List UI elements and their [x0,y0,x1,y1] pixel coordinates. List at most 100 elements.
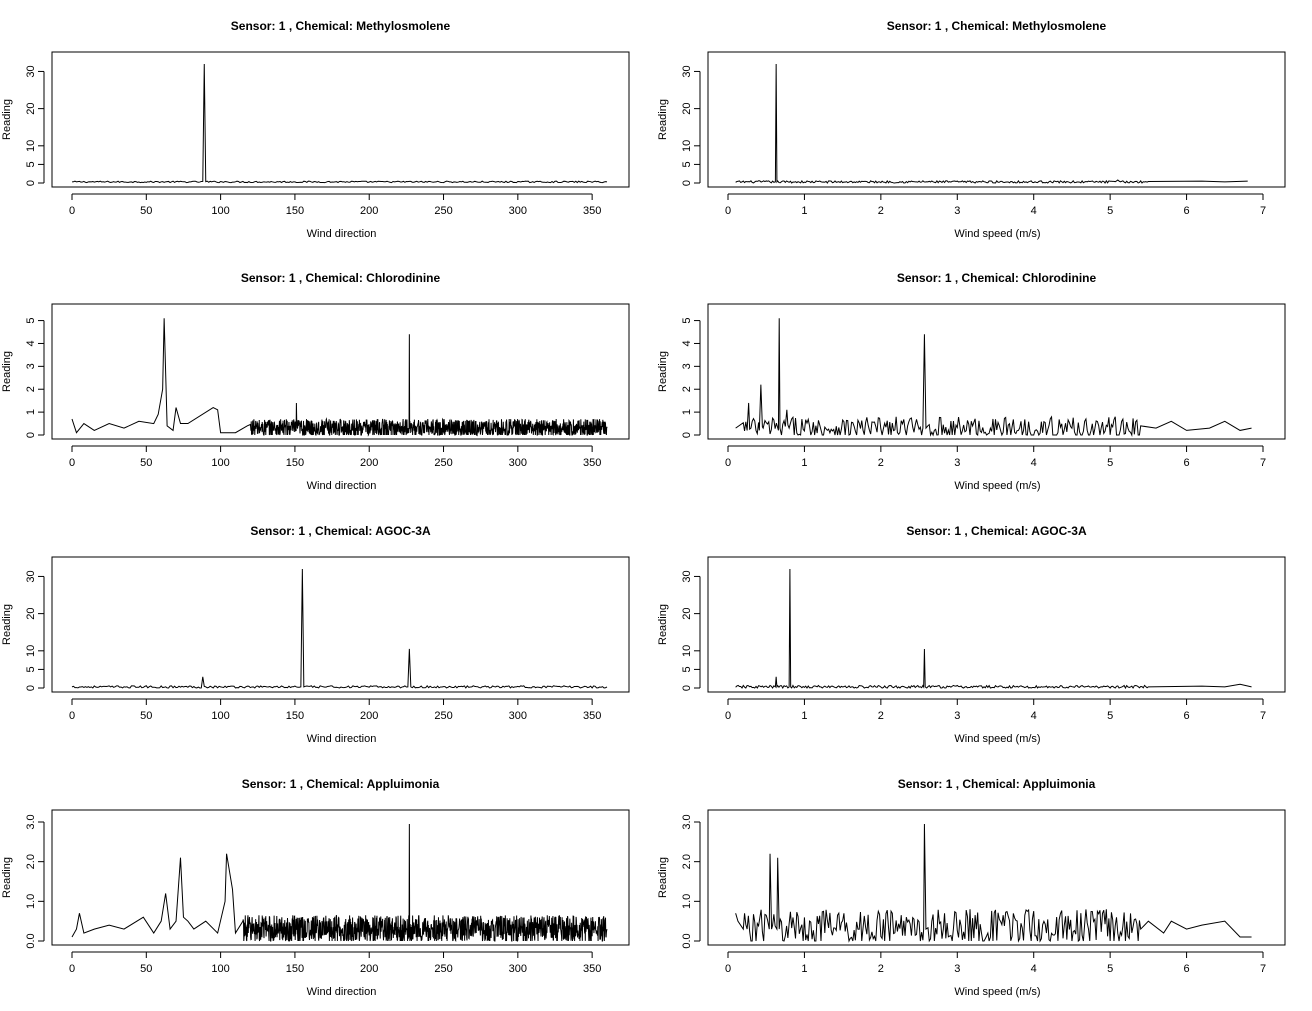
x-tick-label: 0 [725,457,731,469]
reading-series-line [71,318,608,437]
reading-series-line [71,823,608,943]
x-tick-label: 350 [583,710,601,722]
x-tick-label: 0 [69,963,75,975]
chart-title: Sensor: 1 , Chemical: AGOC-3A [250,524,431,538]
y-tick-label: 0.0 [25,933,37,948]
plot-frame [51,809,630,946]
x-axis-label: Wind speed (m/s) [954,228,1040,240]
x-tick-label: 50 [140,205,152,217]
x-tick-label: 7 [1260,205,1266,217]
x-tick-label: 200 [360,205,378,217]
x-axis-label: Wind direction [307,733,377,745]
x-tick-label: 2 [878,205,884,217]
y-tick-label: 30 [25,65,37,77]
x-tick-label: 200 [360,963,378,975]
x-axis-label: Wind direction [307,228,377,240]
chart-title: Sensor: 1 , Chemical: Chlorodinine [897,271,1097,285]
x-tick-label: 2 [878,710,884,722]
chart-title: Sensor: 1 , Chemical: Methylosmolene [887,19,1107,33]
x-tick-label: 100 [211,457,229,469]
y-tick-label: 30 [25,570,37,582]
y-tick-label: 5 [681,161,693,167]
x-tick-label: 100 [211,710,229,722]
y-tick-label: 2 [25,386,37,392]
x-tick-label: 3 [954,710,960,722]
chart-title: Sensor: 1 , Chemical: Appluimonia [242,777,440,791]
x-tick-label: 6 [1184,710,1190,722]
x-tick-label: 250 [434,457,452,469]
y-axis-label: Reading [1,604,13,645]
x-tick-label: 0 [725,963,731,975]
chart-panel: Sensor: 1 , Chemical: Appluimonia 0 50 100 1… [1,777,630,998]
plot-frame [51,303,630,440]
y-tick-label: 5 [25,161,37,167]
y-tick-label: 1 [681,409,693,415]
x-tick-label: 100 [211,963,229,975]
y-tick-label: 3 [681,363,693,369]
y-tick-label: 20 [25,608,37,620]
chart-title: Sensor: 1 , Chemical: Chlorodinine [241,271,441,285]
chart-panel: Sensor: 1 , Chemical: AGOC-3A 0 1 2 3 4 5 6 7 0 5 1… [657,524,1286,745]
x-tick-label: 1 [801,205,807,217]
chart-title: Sensor: 1 , Chemical: AGOC-3A [906,524,1087,538]
y-tick-label: 10 [681,645,693,657]
x-tick-label: 150 [286,205,304,217]
x-tick-label: 50 [140,963,152,975]
y-tick-label: 20 [681,103,693,115]
chart-panel: Sensor: 1 , Chemical: AGOC-3A0 50 100 150 20… [1,524,630,745]
y-axis-label: Reading [657,99,669,140]
reading-series-line [71,63,608,184]
x-tick-label: 6 [1184,457,1190,469]
x-tick-label: 5 [1107,710,1113,722]
x-tick-label: 5 [1107,457,1113,469]
y-axis-label: Reading [1,351,13,392]
y-tick-label: 20 [681,608,693,620]
x-tick-label: 0 [69,205,75,217]
x-tick-label: 1 [801,457,807,469]
y-tick-label: 3.0 [681,814,693,829]
x-tick-label: 4 [1031,710,1037,722]
y-tick-label: 3 [25,363,37,369]
x-tick-label: 1 [801,963,807,975]
x-tick-label: 2 [878,963,884,975]
y-axis-label: Reading [657,604,669,645]
y-tick-label: 5 [25,666,37,672]
y-tick-label: 2.0 [681,854,693,869]
reading-series-line [735,568,1252,690]
y-axis-label: Reading [1,99,13,140]
y-tick-label: 0 [681,180,693,186]
y-tick-label: 1 [25,409,37,415]
x-tick-label: 200 [360,457,378,469]
x-tick-label: 300 [509,963,527,975]
x-tick-label: 350 [583,205,601,217]
plot-frame [51,556,630,693]
y-tick-label: 4 [681,340,693,346]
plot-frame [707,51,1286,188]
x-tick-label: 7 [1260,963,1266,975]
y-tick-label: 5 [681,666,693,672]
x-tick-label: 300 [509,205,527,217]
reading-series-line [735,318,1252,437]
y-tick-label: 0 [25,180,37,186]
x-tick-label: 7 [1260,710,1266,722]
x-tick-label: 4 [1031,205,1037,217]
y-axis-label: Reading [1,857,13,898]
y-axis-label: Reading [657,351,669,392]
x-tick-label: 3 [954,963,960,975]
x-axis-label: Wind speed (m/s) [954,986,1040,998]
x-tick-label: 250 [434,205,452,217]
plot-frame [707,556,1286,693]
x-tick-label: 0 [725,710,731,722]
reading-series-line [735,63,1248,184]
x-tick-label: 4 [1031,457,1037,469]
x-tick-label: 6 [1184,963,1190,975]
x-tick-label: 7 [1260,457,1266,469]
x-tick-label: 100 [211,205,229,217]
x-tick-label: 300 [509,710,527,722]
chart-panel: Sensor: 1 , Chemical: Chlorodinine 0 1 2 3 4 5… [657,271,1286,492]
x-tick-label: 2 [878,457,884,469]
x-tick-label: 50 [140,710,152,722]
x-tick-label: 3 [954,205,960,217]
